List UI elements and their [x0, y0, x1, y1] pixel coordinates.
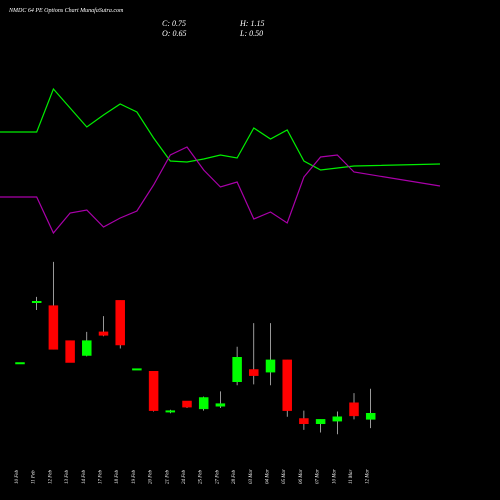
date-label: 25 Feb — [199, 469, 204, 484]
date-label: 17 Feb — [99, 469, 104, 484]
candle-body — [198, 397, 209, 410]
candle-body — [232, 357, 242, 382]
candle — [148, 371, 159, 412]
high-readout: H: 1.15 — [240, 19, 265, 28]
date-label: 12 Feb — [48, 469, 53, 484]
date-label: 21 Feb — [165, 469, 170, 484]
date-label: 28 Feb — [232, 469, 237, 484]
chart-title: NMDC 64 PE Options Chart MunafaSutra.com — [9, 8, 124, 14]
candle — [299, 410, 309, 430]
date-label: 20 Feb — [149, 469, 154, 484]
candle — [215, 391, 226, 408]
date-label: 19 Feb — [132, 469, 137, 484]
candle-body — [165, 410, 176, 413]
candle-body — [132, 368, 142, 371]
indicator-line-2 — [0, 146, 441, 235]
close-readout: C: 0.75 — [162, 19, 186, 28]
candle — [115, 300, 125, 349]
date-label: 11 Feb — [32, 470, 37, 484]
candle-body — [98, 331, 109, 336]
date-label: 03 Mar — [249, 469, 254, 484]
date-label: 14 Feb — [82, 469, 87, 484]
candle — [132, 368, 142, 371]
date-label: 24 Feb — [182, 469, 187, 484]
date-label: 18 Feb — [115, 469, 120, 484]
candle-body — [265, 359, 276, 373]
candle — [332, 411, 343, 435]
candle-body — [365, 413, 376, 420]
candle — [15, 362, 25, 365]
candle-body — [148, 371, 159, 411]
candle-body — [282, 359, 292, 411]
candle — [249, 323, 259, 385]
candle — [232, 346, 242, 386]
candle — [82, 331, 92, 357]
date-label: 13 Feb — [65, 469, 70, 484]
candle — [282, 359, 292, 417]
candle-body — [31, 301, 42, 303]
candle-body — [65, 340, 75, 363]
candle — [365, 388, 376, 429]
candle — [98, 316, 109, 337]
candles — [15, 261, 376, 435]
candle — [31, 296, 42, 310]
date-axis: 10 Feb 11 Feb 12 Feb 13 Feb 14 Feb 17 Feb 18 F… — [15, 469, 371, 484]
date-label: 27 Feb — [215, 469, 220, 484]
indicator-lines — [0, 87, 441, 235]
date-label: 11 Mar — [349, 469, 354, 484]
date-label: 12 Mar — [366, 469, 371, 484]
candle-body — [48, 305, 59, 350]
candle-body — [249, 369, 259, 376]
candle — [165, 409, 176, 414]
open-readout: O: 0.65 — [162, 29, 187, 38]
candle — [198, 396, 209, 411]
candle-body — [182, 400, 192, 408]
candle — [265, 323, 276, 386]
candle-body — [315, 419, 326, 424]
candle-body — [82, 340, 92, 356]
candle — [315, 419, 326, 433]
candle-body — [332, 416, 343, 422]
date-label: 07 Mar — [316, 469, 321, 484]
candle — [48, 261, 59, 350]
date-label: 04 Mar — [266, 469, 271, 484]
candle-body — [115, 300, 125, 346]
candle-body — [299, 418, 309, 424]
date-label: 10 Mar — [332, 469, 337, 484]
indicator-line-1 — [0, 87, 441, 171]
candle-body — [349, 402, 359, 417]
candle — [349, 393, 359, 420]
date-label: 05 Mar — [282, 469, 287, 484]
date-label: 06 Mar — [299, 469, 304, 484]
candle — [182, 400, 192, 408]
candle-body — [215, 403, 226, 407]
candle — [65, 340, 75, 363]
low-readout: L: 0.50 — [240, 29, 264, 38]
date-label: 10 Feb — [15, 469, 20, 484]
candle-body — [15, 362, 25, 365]
